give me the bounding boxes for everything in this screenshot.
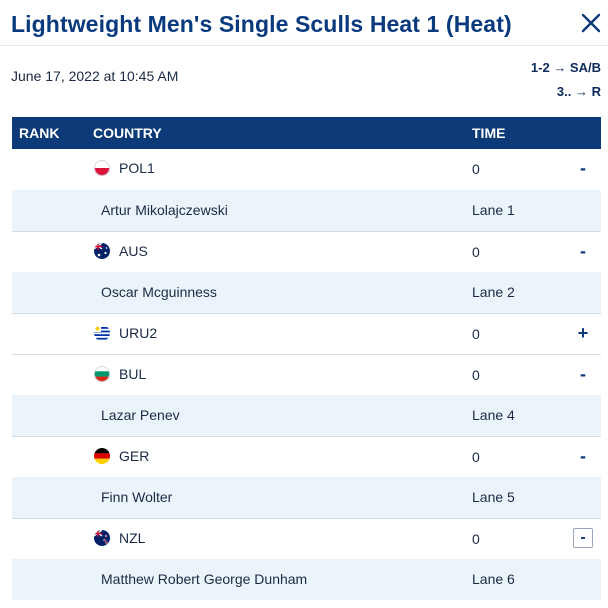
- new-zealand-flag-icon: [94, 530, 110, 546]
- table-row[interactable]: NZL 0 -: [12, 518, 601, 559]
- country-code: BUL: [119, 366, 147, 382]
- table-row[interactable]: AUS 0 -: [12, 231, 601, 272]
- race-title: Lightweight Men's Single Sculls Heat 1 (…: [11, 11, 512, 37]
- athlete-name: Matthew Robert George Dunham: [101, 571, 308, 587]
- time-value: 0: [472, 449, 480, 465]
- country-code: AUS: [119, 243, 148, 259]
- athlete-name: Oscar Mcguinness: [101, 284, 217, 300]
- table-row[interactable]: POL1 0 -: [12, 149, 601, 190]
- time-value: 0: [472, 531, 480, 547]
- lane-label: Lane 2: [472, 284, 515, 300]
- poland-flag-icon: [94, 160, 110, 176]
- country-code: GER: [119, 448, 150, 464]
- close-icon: [581, 13, 601, 33]
- athlete-row: Artur Mikolajczewski Lane 1: [12, 190, 601, 231]
- column-header-time: TIME: [472, 125, 506, 141]
- athlete-row: Matthew Robert George Dunham Lane 6: [12, 559, 601, 600]
- close-button[interactable]: [580, 12, 602, 34]
- dialog-header: Lightweight Men's Single Sculls Heat 1 (…: [0, 0, 608, 46]
- progression-rule: 3.. → R: [556, 84, 601, 99]
- time-value: 0: [472, 161, 480, 177]
- table-header: RANK COUNTRY TIME: [12, 117, 601, 149]
- results-table: RANK COUNTRY TIME POL1 0 - Artur Mikolaj…: [12, 117, 601, 600]
- race-date: June 17, 2022 at 10:45 AM: [11, 68, 179, 84]
- australia-flag-icon: [94, 243, 110, 259]
- collapse-toggle[interactable]: -: [573, 528, 593, 548]
- collapse-toggle[interactable]: -: [580, 446, 586, 466]
- progression-rule: 1-2 → SA/B: [530, 60, 601, 75]
- time-value: 0: [472, 326, 480, 342]
- country-code: NZL: [119, 530, 146, 546]
- country-code: POL1: [119, 160, 155, 176]
- athlete-row: Oscar Mcguinness Lane 2: [12, 272, 601, 313]
- athlete-name: Lazar Penev: [101, 407, 180, 423]
- athlete-row: Lazar Penev Lane 4: [12, 395, 601, 436]
- bulgaria-flag-icon: [94, 366, 110, 382]
- progression-rules: 1-2 → SA/B 3.. → R: [531, 56, 601, 104]
- athlete-name: Finn Wolter: [101, 489, 173, 505]
- table-row[interactable]: GER 0 -: [12, 436, 601, 477]
- collapse-toggle[interactable]: -: [580, 158, 586, 178]
- lane-label: Lane 1: [472, 202, 515, 218]
- table-row[interactable]: BUL 0 -: [12, 354, 601, 395]
- athlete-name: Artur Mikolajczewski: [101, 202, 228, 218]
- uruguay-flag-icon: [94, 325, 110, 341]
- expand-toggle[interactable]: +: [577, 323, 589, 343]
- column-header-country: COUNTRY: [93, 125, 162, 141]
- lane-label: Lane 5: [472, 489, 515, 505]
- time-value: 0: [472, 244, 480, 260]
- column-header-rank: RANK: [19, 125, 60, 141]
- collapse-toggle[interactable]: -: [580, 364, 586, 384]
- time-value: 0: [472, 367, 480, 383]
- lane-label: Lane 6: [472, 571, 515, 587]
- athlete-row: Finn Wolter Lane 5: [12, 477, 601, 518]
- germany-flag-icon: [94, 448, 110, 464]
- collapse-toggle[interactable]: -: [580, 241, 586, 261]
- country-code: URU2: [119, 325, 158, 341]
- lane-label: Lane 4: [472, 407, 515, 423]
- table-row[interactable]: URU2 0 +: [12, 313, 601, 354]
